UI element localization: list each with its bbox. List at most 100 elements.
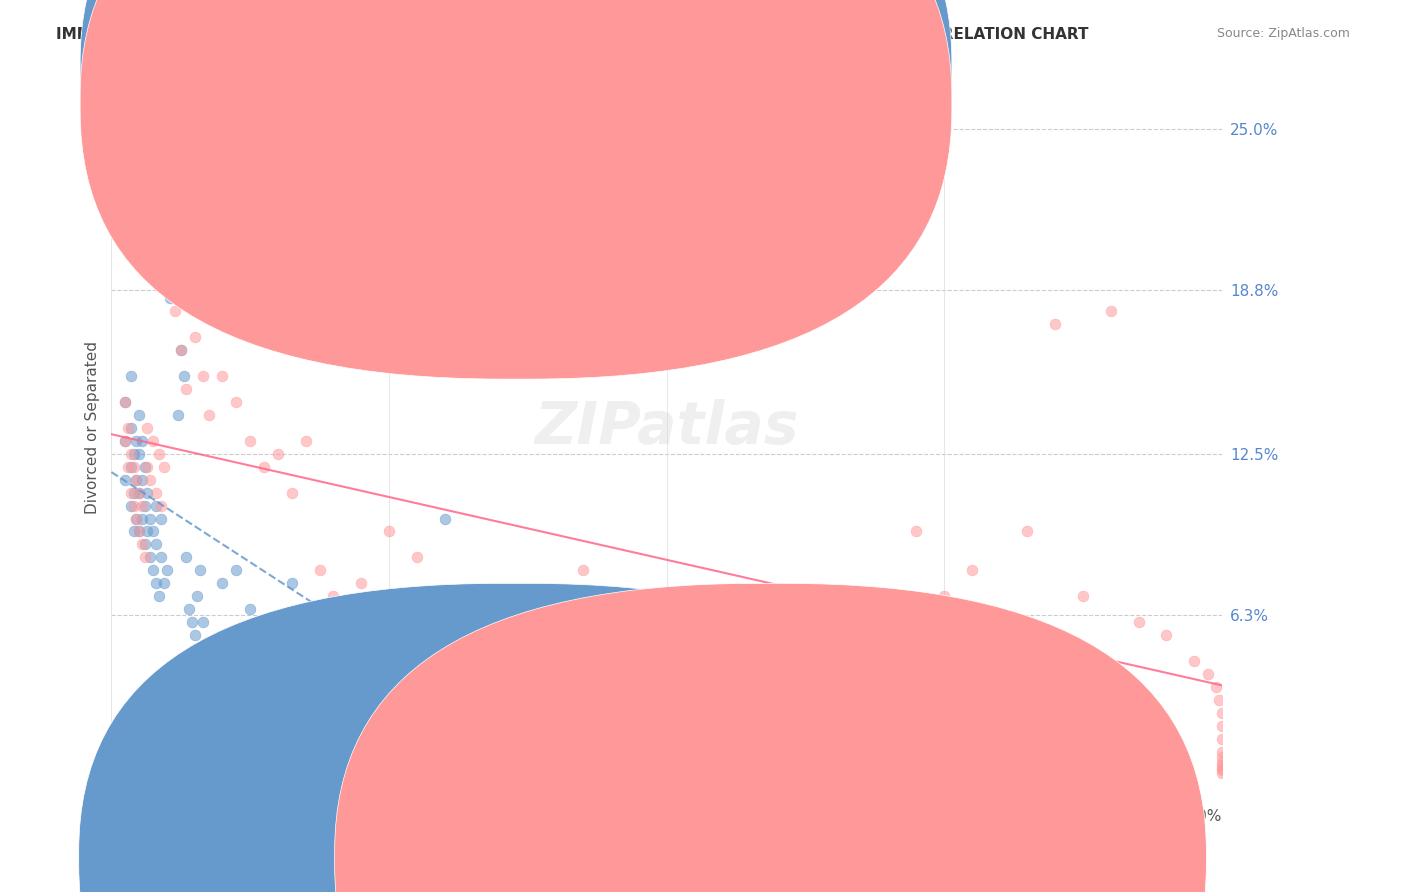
- Point: [156, 563, 179, 577]
- Point: [131, 473, 153, 487]
- Point: [197, 654, 219, 668]
- Point: [239, 602, 262, 616]
- Point: [179, 602, 201, 616]
- Point: [176, 550, 198, 565]
- Point: [150, 499, 173, 513]
- Point: [1071, 590, 1094, 604]
- Point: [128, 408, 150, 422]
- Point: [1128, 615, 1150, 630]
- Point: [183, 628, 205, 642]
- Point: [136, 485, 159, 500]
- Point: [125, 511, 148, 525]
- Point: [117, 420, 139, 434]
- Point: [1211, 758, 1233, 772]
- Point: [150, 511, 173, 525]
- Text: 0.0%: 0.0%: [111, 809, 150, 824]
- Point: [170, 343, 193, 357]
- Point: [211, 576, 233, 591]
- Text: Source: ZipAtlas.com: Source: ZipAtlas.com: [1216, 27, 1350, 40]
- Point: [148, 447, 170, 461]
- Text: Immigrants from Eastern Africa: Immigrants from Eastern Africa: [794, 843, 1035, 858]
- Point: [960, 563, 983, 577]
- Point: [1099, 304, 1122, 318]
- Point: [934, 590, 956, 604]
- Point: [117, 459, 139, 474]
- Point: [211, 368, 233, 383]
- Point: [114, 394, 136, 409]
- Point: [148, 590, 170, 604]
- Point: [988, 641, 1011, 656]
- Point: [1211, 763, 1233, 777]
- Point: [1211, 765, 1233, 780]
- Point: [1045, 317, 1067, 331]
- Point: [170, 343, 193, 357]
- Point: [156, 174, 179, 188]
- Point: [173, 368, 195, 383]
- Point: [114, 434, 136, 448]
- Point: [188, 563, 211, 577]
- Text: 40.0%: 40.0%: [1174, 809, 1222, 824]
- Point: [183, 330, 205, 344]
- Point: [405, 550, 427, 565]
- Point: [142, 524, 165, 539]
- Point: [378, 524, 401, 539]
- Point: [294, 641, 316, 656]
- Point: [134, 459, 156, 474]
- Point: [153, 576, 176, 591]
- Point: [131, 537, 153, 551]
- Point: [159, 291, 181, 305]
- Text: R =  0.048   N = 63: R = 0.048 N = 63: [538, 61, 700, 78]
- Point: [131, 499, 153, 513]
- Point: [167, 408, 190, 422]
- Point: [125, 434, 148, 448]
- Point: [128, 447, 150, 461]
- Point: [122, 499, 145, 513]
- Point: [253, 615, 276, 630]
- Point: [1211, 706, 1233, 720]
- Point: [1211, 756, 1233, 770]
- Point: [322, 654, 344, 668]
- Point: [153, 459, 176, 474]
- Point: [139, 511, 162, 525]
- Point: [322, 590, 344, 604]
- Point: [136, 459, 159, 474]
- Point: [1182, 654, 1205, 668]
- Point: [120, 459, 142, 474]
- Point: [145, 537, 167, 551]
- Point: [336, 602, 359, 616]
- Point: [125, 511, 148, 525]
- Point: [134, 537, 156, 551]
- Point: [794, 654, 817, 668]
- Point: [294, 434, 316, 448]
- Point: [139, 550, 162, 565]
- Point: [128, 524, 150, 539]
- Point: [1197, 667, 1219, 681]
- Point: [134, 550, 156, 565]
- Point: [128, 485, 150, 500]
- Point: [1208, 693, 1230, 707]
- Point: [120, 447, 142, 461]
- Point: [655, 602, 678, 616]
- Point: [711, 628, 734, 642]
- Point: [162, 252, 184, 266]
- Point: [145, 499, 167, 513]
- Point: [120, 499, 142, 513]
- Point: [165, 304, 187, 318]
- Point: [139, 473, 162, 487]
- Point: [461, 628, 484, 642]
- Text: IMMIGRANTS FROM SCOTLAND VS IMMIGRANTS FROM EASTERN AFRICA DIVORCED OR SEPARATED: IMMIGRANTS FROM SCOTLAND VS IMMIGRANTS F…: [56, 27, 1088, 42]
- Point: [122, 447, 145, 461]
- Point: [378, 628, 401, 642]
- Point: [281, 485, 304, 500]
- Point: [1211, 732, 1233, 747]
- Point: [180, 615, 202, 630]
- Point: [350, 576, 373, 591]
- Point: [125, 473, 148, 487]
- Point: [350, 615, 373, 630]
- Point: [114, 434, 136, 448]
- Point: [145, 576, 167, 591]
- Point: [150, 550, 173, 565]
- Point: [122, 459, 145, 474]
- Point: [1211, 719, 1233, 733]
- Point: [267, 447, 290, 461]
